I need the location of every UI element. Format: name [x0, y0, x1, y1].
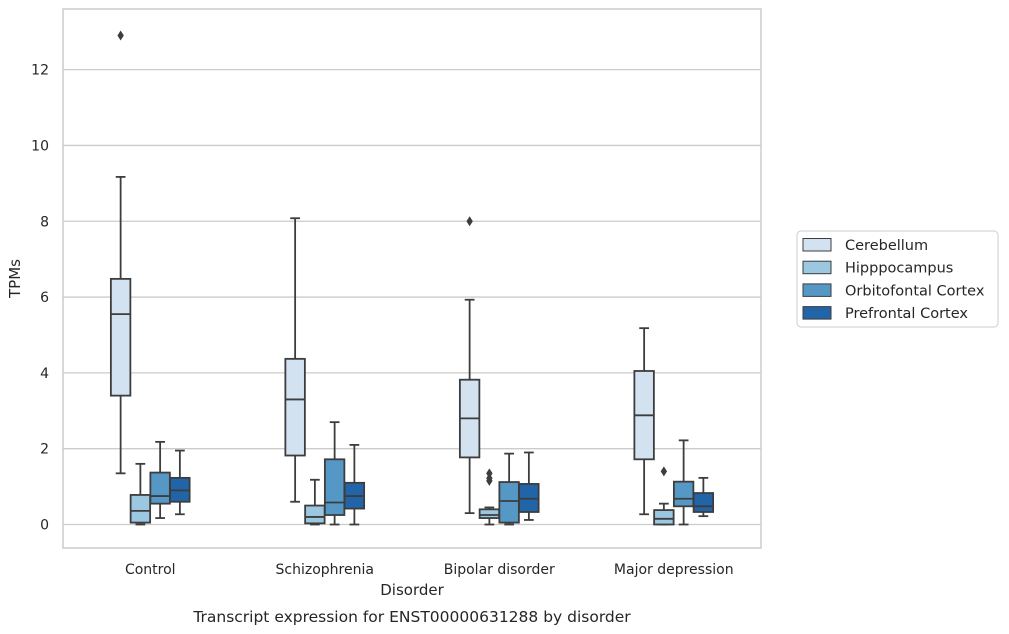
box-prefrontal-cortex-3 — [692, 476, 715, 518]
y-tick-label-6: 6 — [40, 290, 49, 306]
box-series — [109, 30, 715, 526]
box-iqr — [498, 481, 520, 524]
box-iqr — [304, 504, 326, 525]
box-hipppocampus-0 — [129, 462, 152, 526]
legend: Cerebellum Hipppocampus Orbitofontal Corte… — [796, 230, 999, 328]
y-tick-label-8: 8 — [40, 214, 49, 230]
legend-label-prefrontal-cortex: Prefrontal Cortex — [845, 306, 968, 322]
y-tick-label-10: 10 — [31, 138, 49, 154]
outlier-point — [117, 30, 124, 41]
y-tick-labels: 0 2 4 6 8 10 12 — [31, 63, 49, 534]
legend-label-hipppocampus: Hipppocampus — [845, 261, 953, 277]
box-hipppocampus-2 — [478, 468, 501, 526]
box-prefrontal-cortex-2 — [518, 451, 540, 521]
box-iqr — [149, 471, 171, 505]
x-tick-labels: Control Schizophrenia Bipolar disorder Majo… — [125, 562, 734, 578]
y-tick-label-0: 0 — [40, 517, 49, 533]
grid-lines — [63, 68, 761, 526]
x-tick-label-bipolar-disorder: Bipolar disorder — [444, 562, 555, 578]
legend-label-orbitofontal-cortex: Orbitofontal Cortex — [845, 283, 985, 299]
legend-frame — [796, 230, 999, 328]
box-iqr — [478, 508, 501, 519]
x-tick-label-schizophrenia: Schizophrenia — [276, 562, 374, 578]
box-prefrontal-cortex-1 — [343, 444, 366, 526]
box-cerebellum-3 — [633, 327, 655, 516]
box-iqr — [653, 509, 675, 526]
legend-label-cerebellum: Cerebellum — [845, 238, 928, 254]
legend-swatch-hipppocampus — [802, 260, 832, 275]
box-cerebellum-0 — [109, 30, 132, 475]
y-tick-label-4: 4 — [40, 366, 49, 382]
chart-caption: Transcript expression for ENST0000063128… — [192, 608, 631, 626]
y-tick-label-12: 12 — [31, 63, 49, 79]
outlier-point — [486, 468, 493, 479]
x-tick-label-major-depression: Major depression — [614, 562, 734, 578]
legend-swatch-orbitofontal-cortex — [802, 283, 832, 297]
legend-swatch-prefrontal-cortex — [802, 306, 832, 320]
outlier-point — [466, 216, 473, 227]
box-cerebellum-1 — [284, 217, 306, 503]
plot-frame — [62, 8, 762, 549]
x-axis-label: Disorder — [380, 581, 444, 599]
legend-swatch-cerebellum — [802, 238, 832, 252]
box-iqr — [284, 357, 306, 457]
y-axis-label: TPMs — [6, 259, 24, 299]
outlier-point — [660, 466, 668, 477]
x-tick-label-control: Control — [125, 562, 176, 578]
box-prefrontal-cortex-0 — [169, 449, 191, 516]
box-iqr — [692, 492, 715, 513]
box-hipppocampus-3 — [653, 466, 675, 526]
box-orbitofontal-cortex-3 — [672, 439, 695, 526]
box-iqr — [129, 494, 152, 524]
plot-area — [63, 9, 761, 548]
box-hipppocampus-1 — [304, 478, 326, 526]
box-iqr — [323, 458, 346, 516]
box-iqr — [109, 277, 132, 397]
box-iqr — [672, 480, 695, 508]
box-cerebellum-2 — [458, 216, 481, 515]
y-tick-label-2: 2 — [40, 442, 49, 458]
